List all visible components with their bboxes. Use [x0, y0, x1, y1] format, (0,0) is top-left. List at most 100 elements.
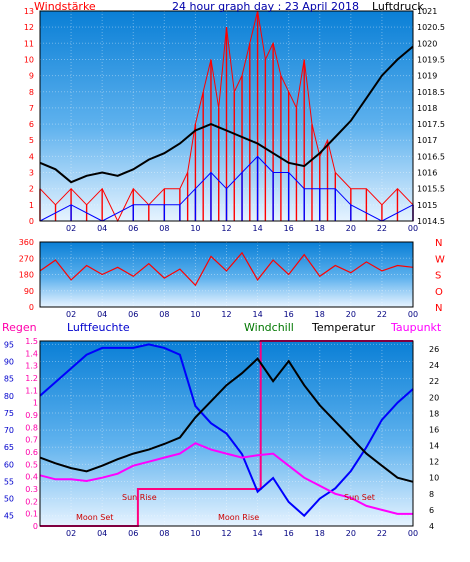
rain-tick-label: 1.1	[25, 386, 38, 395]
humidity-tick-label: 55	[4, 477, 14, 486]
compass-label: O	[435, 287, 443, 298]
rain-tick-label: 1.4	[25, 349, 38, 358]
rain-tick-label: 0.6	[25, 448, 38, 457]
y-left-tick-label: 11	[24, 39, 34, 48]
humidity-tick-label: 75	[4, 409, 14, 418]
panel2-border	[39, 241, 414, 308]
y-right-tick-label: 1015.5	[417, 185, 445, 194]
wind-series-line	[39, 10, 414, 223]
y-right-tick-label: 1019.5	[417, 55, 445, 64]
humidity-tick-label: 70	[4, 426, 14, 435]
sun-set-annotation: Sun Set	[344, 493, 375, 502]
x-tick-label: 16	[284, 310, 294, 319]
temp-tick-label: 20	[429, 393, 439, 402]
y-right-tick-label: 1018.5	[417, 88, 445, 97]
temp-tick-label: 10	[429, 474, 439, 483]
x-tick-label: 08	[159, 224, 169, 233]
humidity-tick-label: 65	[4, 443, 14, 452]
panel3-border	[39, 340, 414, 527]
x-tick-label: 18	[315, 224, 325, 233]
y-right-tick-label: 1016.5	[417, 152, 445, 161]
rain-tick-label: 0.7	[25, 436, 38, 445]
x-tick-label: 12	[221, 529, 231, 538]
y-left-tick-label: 10	[24, 55, 34, 64]
x-tick-label: 20	[346, 224, 356, 233]
x-tick-label: 04	[97, 310, 107, 319]
x-tick-label: 22	[377, 224, 387, 233]
rain-tick-label: 0.9	[25, 411, 38, 420]
x-tick-label: 22	[377, 529, 387, 538]
y-left-tick-label: 12	[24, 23, 34, 32]
temp-tick-label: 8	[429, 490, 434, 499]
chart-title: 24 hour graph day : 23 April 2018	[172, 0, 359, 13]
x-tick-label: 12	[221, 310, 231, 319]
panel3-series-line	[39, 442, 413, 515]
rain-tick-label: 0.8	[25, 423, 38, 432]
x-tick-label: 20	[346, 529, 356, 538]
rain-tick-label: 1	[33, 399, 38, 408]
direction-tick-label: 90	[24, 287, 34, 296]
y-right-tick-label: 1020	[417, 39, 437, 48]
y-left-tick-label: 1	[29, 201, 34, 210]
panel1-border	[39, 10, 414, 222]
temp-tick-label: 4	[429, 522, 434, 531]
x-tick-label: 22	[377, 310, 387, 319]
y-right-tick-label: 1015	[417, 201, 437, 210]
x-tick-label: 18	[315, 529, 325, 538]
pressure-series-line	[39, 45, 414, 184]
humidity-tick-label: 80	[4, 392, 14, 401]
rain-tick-label: 0	[33, 522, 38, 531]
y-right-tick-label: 1021	[417, 7, 437, 16]
compass-label: W	[435, 254, 445, 265]
y-left-tick-label: 9	[29, 72, 34, 81]
y-right-tick-label: 1014.5	[417, 217, 445, 226]
x-tick-label: 14	[252, 224, 262, 233]
rain-tick-label: 0.4	[25, 473, 38, 482]
x-tick-label: 00	[408, 224, 418, 233]
moon-rise-annotation: Moon Rise	[218, 513, 259, 522]
y-left-tick-label: 3	[29, 169, 34, 178]
rain-tick-label: 1.2	[25, 374, 38, 383]
x-tick-label: 16	[284, 224, 294, 233]
y-left-tick-label: 13	[24, 7, 34, 16]
rain-tick-label: 1.3	[25, 362, 38, 371]
rain-tick-label: 0.1	[25, 510, 38, 519]
x-tick-label: 06	[128, 529, 138, 538]
x-tick-label: 18	[315, 310, 325, 319]
humidity-tick-label: 50	[4, 495, 14, 504]
temp-tick-label: 24	[429, 361, 439, 370]
y-left-tick-label: 7	[29, 104, 34, 113]
x-tick-label: 04	[97, 224, 107, 233]
x-tick-label: 06	[128, 310, 138, 319]
x-tick-label: 08	[159, 310, 169, 319]
x-tick-label: 10	[190, 310, 200, 319]
y-right-tick-label: 1016	[417, 169, 437, 178]
humidity-tick-label: 85	[4, 375, 14, 384]
x-tick-label: 00	[408, 310, 418, 319]
humidity-tick-label: 60	[4, 460, 14, 469]
wind-series-line	[39, 155, 414, 222]
panel3-series-line	[39, 357, 414, 483]
y-right-tick-label: 1019	[417, 72, 437, 81]
x-tick-label: 20	[346, 310, 356, 319]
regen-label: Regen	[2, 321, 37, 334]
direction-series-line	[39, 251, 414, 287]
x-tick-label: 08	[159, 529, 169, 538]
temperatur-label: Temperatur	[311, 321, 376, 334]
sun-rise-annotation: Sun Rise	[122, 493, 157, 502]
direction-tick-label: 360	[19, 238, 34, 247]
temp-tick-label: 6	[429, 506, 434, 515]
x-tick-label: 00	[408, 529, 418, 538]
temp-tick-label: 12	[429, 458, 439, 467]
direction-tick-label: 270	[19, 254, 34, 263]
compass-label: S	[435, 271, 441, 282]
temp-tick-label: 18	[429, 409, 439, 418]
direction-tick-label: 0	[29, 303, 34, 312]
compass-label: N	[435, 238, 442, 249]
y-left-tick-label: 4	[29, 152, 34, 161]
left-axis-title: Windstärke	[34, 0, 96, 13]
rain-tick-label: 0.3	[25, 485, 38, 494]
